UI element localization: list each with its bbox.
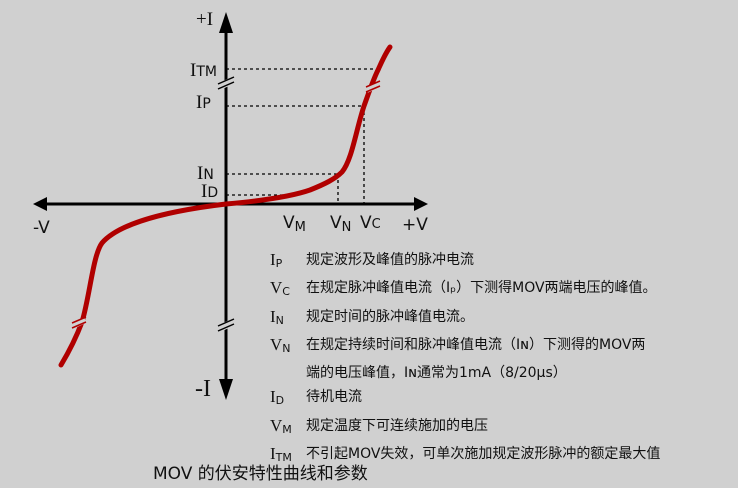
legend-item: VM 规定温度下可连续施加的电压 xyxy=(270,415,488,436)
vn-label: VN xyxy=(330,213,351,235)
legend-item: IP 规定波形及峰值的脉冲电流 xyxy=(270,250,474,270)
axis-break-marks xyxy=(217,76,235,333)
id-label: ID xyxy=(201,181,218,202)
legend-item-continuation: 端的电压峰值，Iɴ通常为1mA（8/20μs） xyxy=(306,365,567,382)
legend-item: IN 规定时间的脉冲峰值电流。 xyxy=(270,306,474,327)
legend-item: ITM 不引起MOV失效，可单次施加规定波形脉冲的额定最大值 xyxy=(270,444,661,465)
v-arrow-right xyxy=(414,197,428,211)
curve-break-marks xyxy=(71,80,381,329)
vc-label: VC xyxy=(360,213,381,233)
diagram-caption: MOV 的伏安特性曲线和参数 xyxy=(153,464,368,484)
legend-item: VN 在规定持续时间和脉冲峰值电流（Iɴ）下测得的MOV两 xyxy=(270,334,646,355)
minus-v-label: -V xyxy=(33,218,50,238)
plus-v-label: +V xyxy=(402,215,428,235)
in-label: IN xyxy=(197,163,214,184)
v-arrow-left xyxy=(33,197,47,211)
ip-label: IP xyxy=(196,92,211,113)
minus-i-label: -I xyxy=(195,376,211,402)
vm-label: VM xyxy=(283,213,306,235)
itm-label: ITM xyxy=(190,60,217,81)
plus-i-label: +I xyxy=(196,9,213,30)
i-arrow-up xyxy=(219,12,233,33)
parameter-legend: IP 规定波形及峰值的脉冲电流 VC 在规定脉冲峰值电流（Iₚ）下测得MOV两端电压… xyxy=(270,248,660,470)
i-arrow-down xyxy=(219,379,233,400)
legend-item: ID 待机电流 xyxy=(270,387,362,408)
legend-item: VC 在规定脉冲峰值电流（Iₚ）下测得MOV两端电压的峰值。 xyxy=(270,278,657,299)
